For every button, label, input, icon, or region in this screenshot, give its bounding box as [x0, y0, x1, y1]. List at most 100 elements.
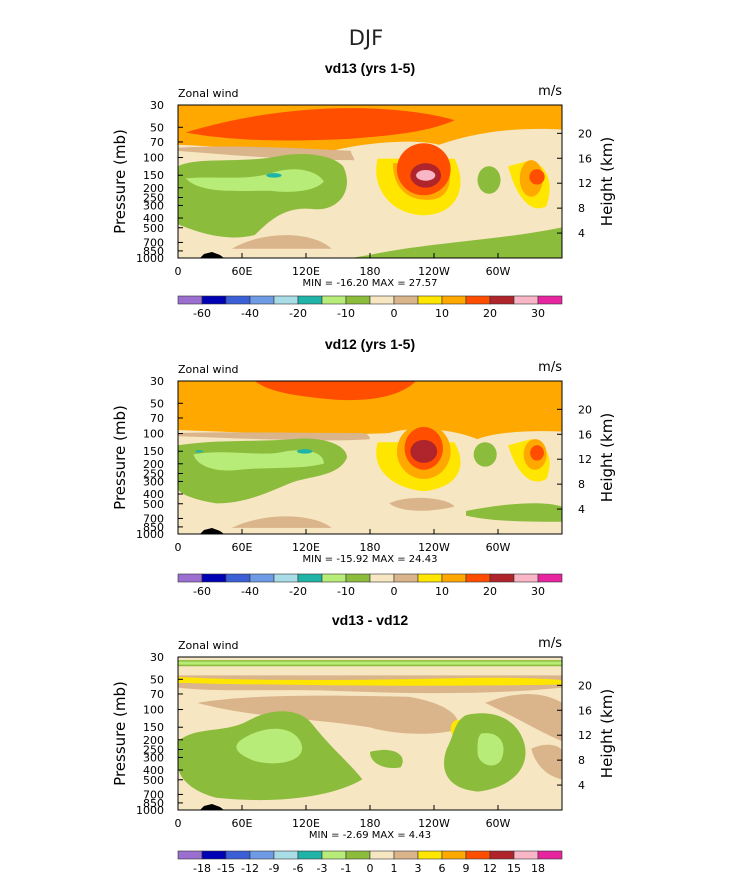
topography: [200, 528, 224, 534]
colorbar-swatch: [393, 573, 419, 583]
colorbar-swatch: [489, 573, 515, 583]
colorbar-swatch: [201, 850, 227, 860]
contour-region: [529, 169, 545, 185]
x-tick-label: 120W: [418, 265, 450, 278]
x-tick-label: 60E: [232, 817, 253, 830]
y-tick-label: 30: [150, 99, 164, 112]
y-tick-label: 700: [143, 512, 164, 525]
y-tick-label: 300: [143, 199, 164, 212]
contour-region: [531, 744, 562, 780]
colorbar-swatch: [273, 295, 299, 305]
colorbar-swatch: [249, 295, 275, 305]
x-tick-label: 120E: [292, 817, 320, 830]
contour-region: [178, 661, 562, 665]
colorbar-swatch: [321, 573, 347, 583]
colorbar-swatch: [177, 850, 203, 860]
colorbar-label: -6: [293, 862, 304, 875]
contour-region: [178, 381, 562, 440]
colorbar: -18 -15 -12 -9 -6 -3 -1 0 1 3 6 9 12 15 18: [177, 850, 563, 875]
colorbar-swatch: [369, 573, 395, 583]
min-max-text: MIN = -16.20 MAX = 27.57: [303, 278, 438, 289]
colorbar-label: 30: [531, 585, 545, 598]
colorbar-swatch: [297, 850, 323, 860]
height-tick-label: 16: [578, 428, 592, 441]
y-tick-label: 250: [143, 192, 164, 205]
colorbar-swatch: [321, 850, 347, 860]
colorbar-swatch: [441, 295, 467, 305]
x-tick-label: 0: [175, 265, 182, 278]
contour-region: [416, 170, 436, 181]
contour-region: [231, 235, 332, 249]
colorbar-swatch: [225, 295, 251, 305]
colorbar-label: -40: [241, 307, 259, 320]
colorbar-label: 20: [483, 585, 497, 598]
colorbar-swatch: [177, 295, 203, 305]
colorbar-swatch: [465, 850, 491, 860]
colorbar-label: 30: [531, 307, 545, 320]
colorbar-swatch: [537, 295, 563, 305]
y-tick-label: 100: [143, 704, 164, 717]
y-axis-label: Pressure (mb): [111, 129, 129, 234]
y-tick-label: 30: [150, 651, 164, 664]
y-tick-label: 200: [143, 182, 164, 195]
units-label: m/s: [538, 636, 562, 651]
colorbar-swatch: [465, 573, 491, 583]
colorbar-swatch: [273, 573, 299, 583]
y-tick-label: 1000: [136, 528, 164, 541]
colorbar-swatch: [417, 850, 443, 860]
contour-region: [178, 432, 370, 441]
x-tick-label: 180: [360, 817, 381, 830]
contour-region: [473, 442, 497, 467]
y-tick-label: 70: [150, 688, 164, 701]
contour-region: [185, 108, 455, 141]
colorbar-swatch: [513, 573, 539, 583]
panel-title: vd12 (yrs 1-5): [325, 336, 415, 352]
colorbar-label: -60: [193, 585, 211, 598]
colorbar-swatch: [201, 295, 227, 305]
colorbar-label: -40: [241, 585, 259, 598]
y-tick-label: 1000: [136, 252, 164, 265]
contour-region: [350, 227, 562, 258]
y-tick-label: 50: [150, 121, 164, 134]
colorbar-label: 0: [391, 585, 398, 598]
contour-region: [254, 381, 417, 401]
height-tick-label: 12: [578, 177, 592, 190]
height-tick-label: 8: [578, 754, 585, 767]
height-tick-label: 12: [578, 729, 592, 742]
contour-field: [178, 657, 562, 810]
x-tick-label: 120E: [292, 265, 320, 278]
colorbar-label: 6: [439, 862, 446, 875]
contour-region: [370, 749, 403, 768]
y-tick-label: 200: [143, 458, 164, 471]
colorbar-swatch: [201, 573, 227, 583]
colorbar-swatch: [345, 295, 371, 305]
y-tick-label: 250: [143, 744, 164, 757]
colorbar-label: 12: [483, 862, 497, 875]
colorbar-swatch: [225, 573, 251, 583]
colorbar-swatch: [177, 573, 203, 583]
units-label: m/s: [538, 84, 562, 99]
colorbar-swatch: [225, 850, 251, 860]
y-axis-label: Pressure (mb): [111, 681, 129, 786]
contour-region: [389, 497, 455, 511]
x-tick-label: 60W: [486, 541, 511, 554]
y-tick-label: 700: [143, 788, 164, 801]
contour-region: [485, 694, 562, 742]
colorbar-label: -18: [193, 862, 211, 875]
colorbar-label: -10: [337, 585, 355, 598]
x-tick-label: 120W: [418, 817, 450, 830]
colorbar-label: 9: [463, 862, 470, 875]
colorbar-swatch: [393, 850, 419, 860]
contour-region: [477, 733, 504, 766]
contour-region: [195, 450, 203, 453]
y-tick-label: 400: [143, 212, 164, 225]
y-tick-label: 50: [150, 673, 164, 686]
height-tick-label: 4: [578, 779, 585, 792]
y-tick-label: 400: [143, 764, 164, 777]
topography: [200, 804, 224, 810]
contour-region: [193, 450, 324, 471]
contour-region: [530, 445, 544, 461]
height-tick-label: 4: [578, 227, 585, 240]
